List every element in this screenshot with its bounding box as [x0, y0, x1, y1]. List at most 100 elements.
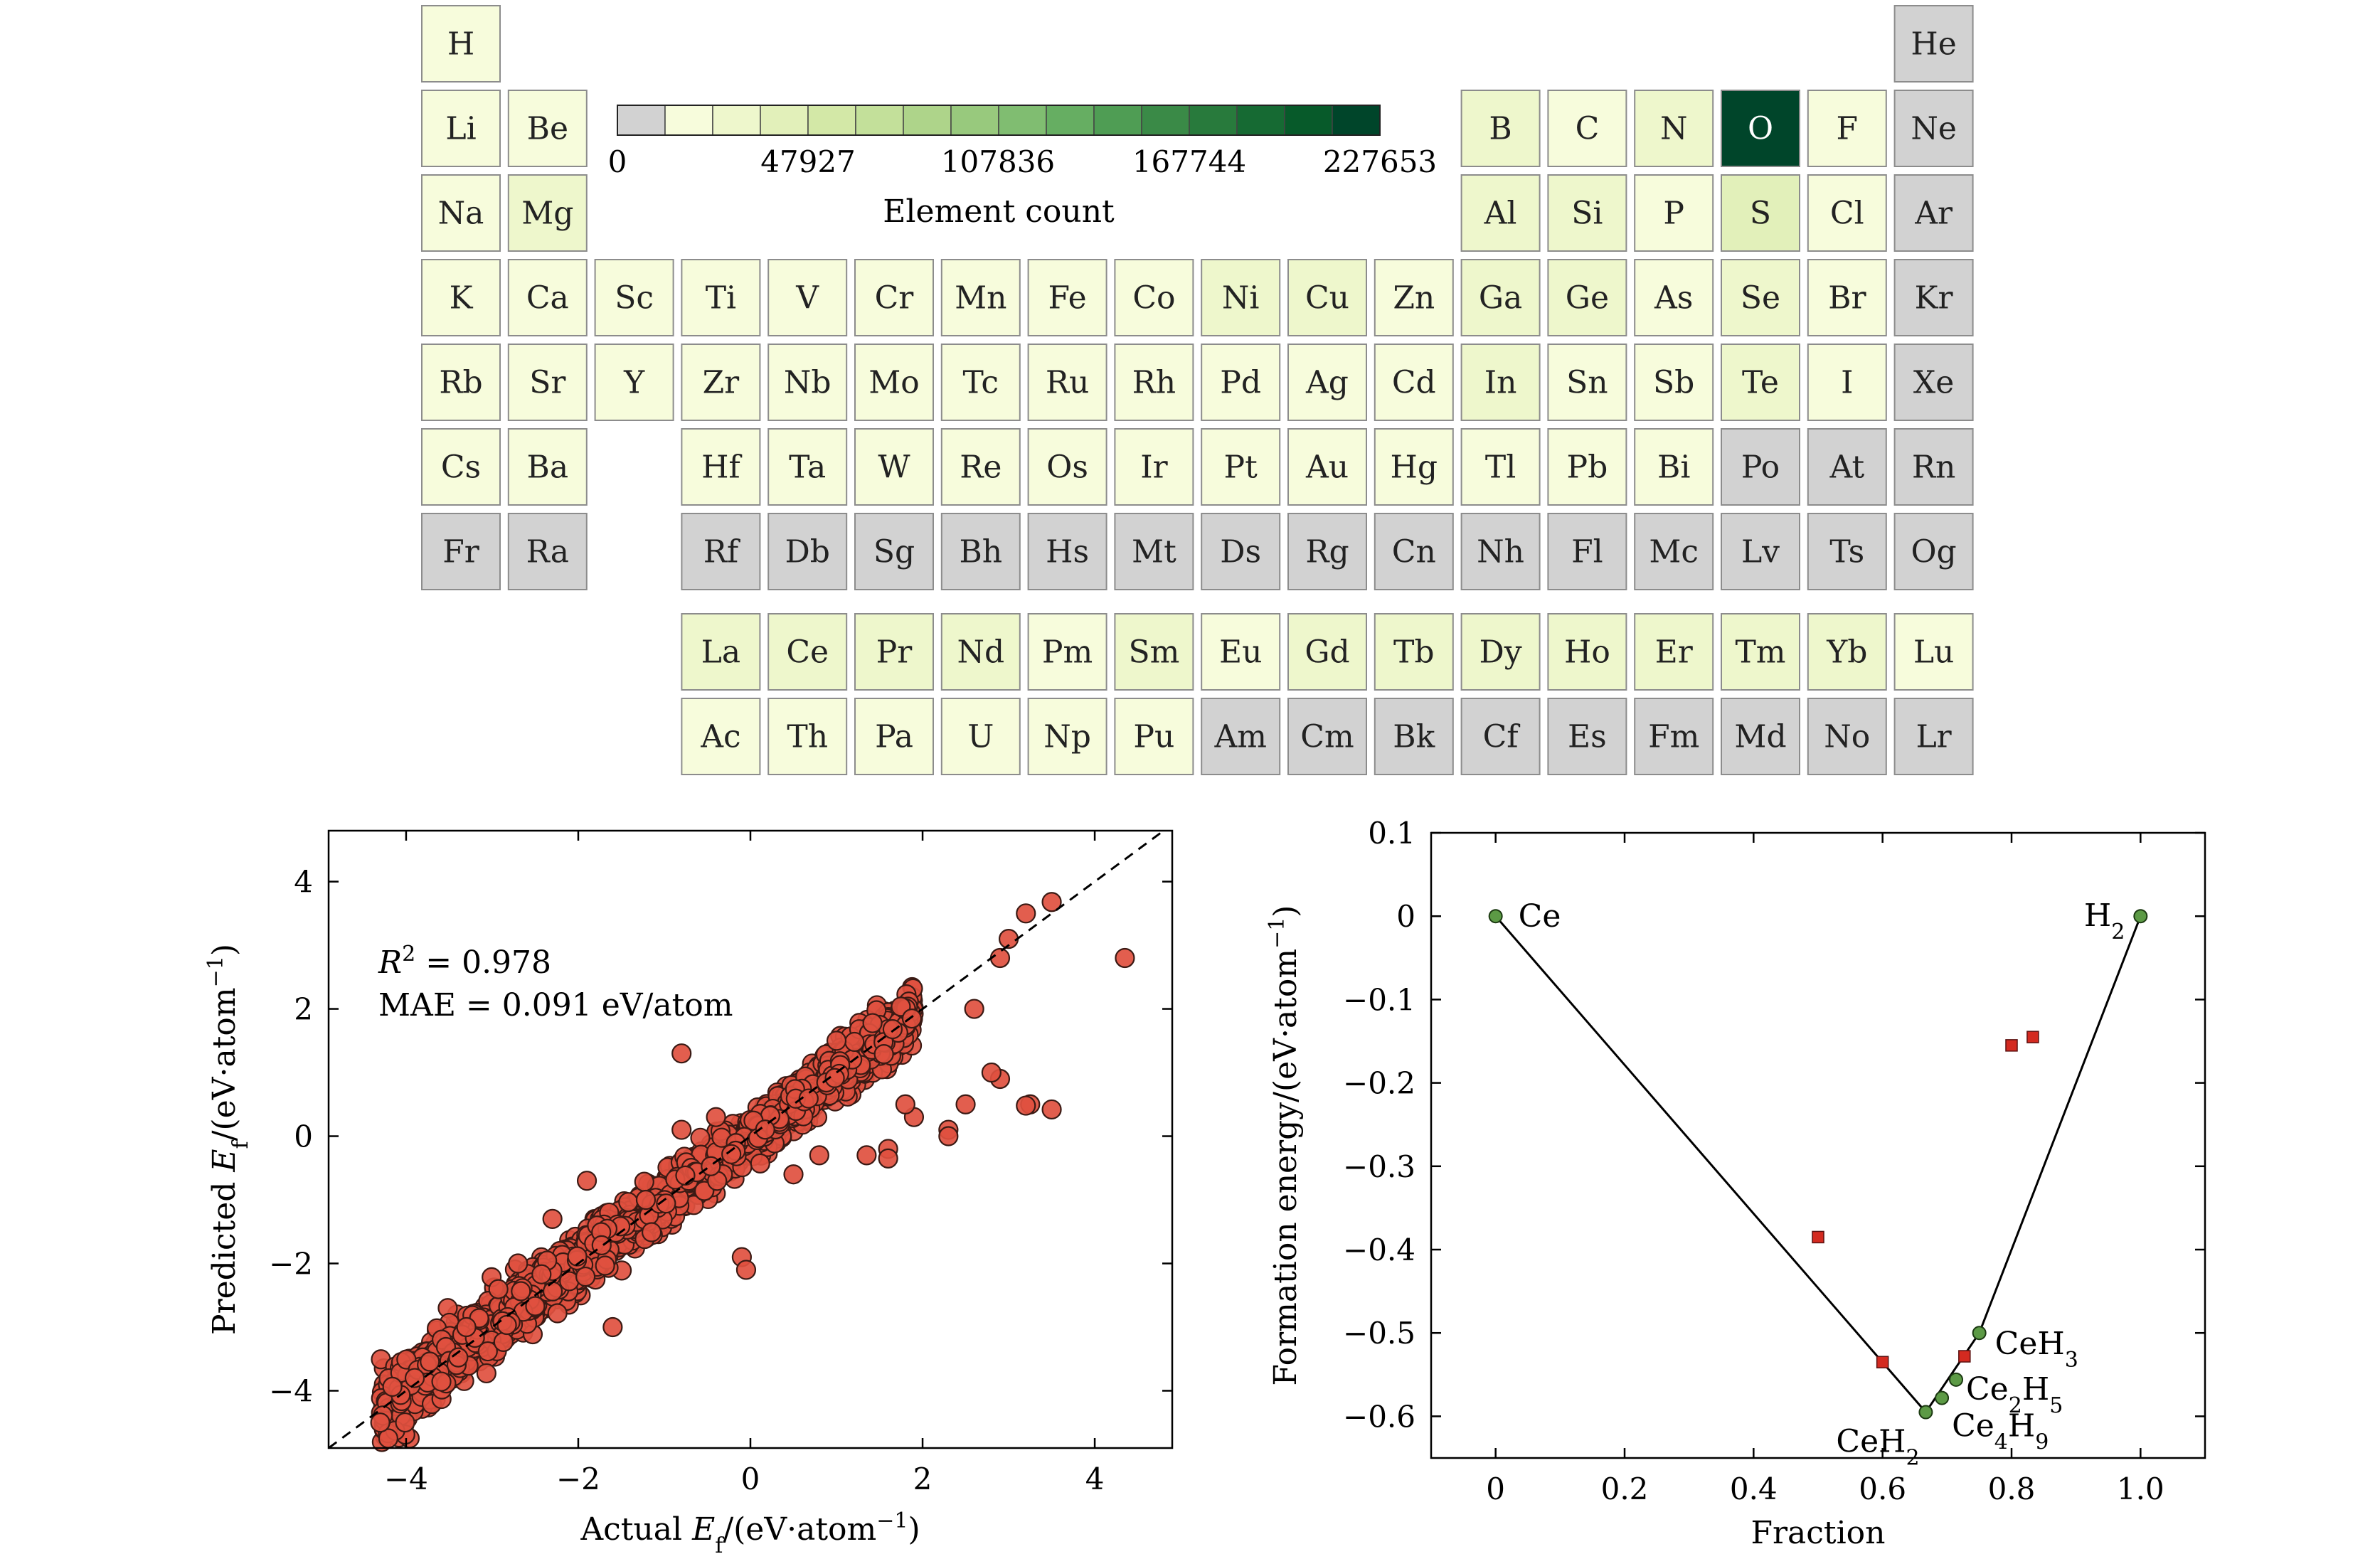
- scatter-point: [656, 1193, 676, 1214]
- element-tile: [1114, 698, 1194, 775]
- scatter-point: [395, 1412, 415, 1433]
- y-tick-label: 4: [294, 865, 313, 900]
- element-symbol: Fl: [1571, 534, 1603, 570]
- scatter-point: [862, 1013, 883, 1033]
- element-cell-Si: Si: [1547, 174, 1627, 252]
- element-tile: [421, 90, 501, 167]
- scatter-point: [641, 1222, 662, 1242]
- element-cell-I: I: [1807, 344, 1887, 421]
- element-cell-U: U: [940, 698, 1021, 775]
- colorbar-segment: [1141, 105, 1190, 136]
- scatter-point: [404, 1368, 425, 1388]
- element-symbol: La: [701, 634, 740, 671]
- element-tile: [1201, 613, 1281, 691]
- x-axis-label: Fraction: [1751, 1515, 1885, 1551]
- element-tile: [1893, 5, 1974, 83]
- element-cell-Ne: Ne: [1893, 90, 1974, 167]
- element-tile: [1287, 613, 1367, 691]
- element-tile: [1460, 90, 1541, 167]
- element-cell-Tc: Tc: [940, 344, 1021, 421]
- element-tile: [1374, 259, 1454, 336]
- y-axis-label: Predicted Ef/(eV·atom−1): [203, 944, 253, 1335]
- mae-annotation: MAE = 0.091 eV/atom: [378, 987, 733, 1023]
- element-cell-Og: Og: [1893, 513, 1974, 590]
- element-symbol: Eu: [1219, 634, 1262, 671]
- x-tick-label: 1.0: [2117, 1471, 2164, 1506]
- element-symbol: Bi: [1657, 449, 1690, 486]
- element-tile: [681, 428, 761, 506]
- element-cell-Nd: Nd: [940, 613, 1021, 691]
- element-tile: [1547, 613, 1627, 691]
- element-cell-Y: Y: [594, 344, 674, 421]
- element-tile: [767, 344, 848, 421]
- element-symbol: Si: [1571, 196, 1603, 232]
- element-cell-F: F: [1807, 90, 1887, 167]
- element-tile: [1460, 428, 1541, 506]
- scatter-point: [508, 1253, 528, 1274]
- element-cell-Bk: Bk: [1374, 698, 1454, 775]
- element-tile: [940, 513, 1021, 590]
- scatter-point: [635, 1189, 657, 1210]
- element-tile: [854, 428, 934, 506]
- element-cell-Rb: Rb: [421, 344, 501, 421]
- unstable-point: [1876, 1356, 1889, 1368]
- element-tile: [940, 344, 1021, 421]
- element-cell-Co: Co: [1114, 259, 1194, 336]
- element-cell-Np: Np: [1027, 698, 1107, 775]
- element-cell-Ac: Ac: [681, 698, 761, 775]
- element-tile: [1721, 613, 1800, 691]
- element-symbol: Db: [785, 534, 829, 570]
- compound-label: Ce4H9: [1952, 1408, 2049, 1455]
- scatter-point: [1115, 947, 1135, 969]
- y-axis-label: Formation energy/(eV·atom−1): [1265, 905, 1305, 1386]
- element-cell-Al: Al: [1460, 174, 1541, 252]
- element-tile: [854, 259, 934, 336]
- periodic-table-heatmap: H He Li Be B C N O F Ne Na Mg Al Si P S Cl Ar K Ca Sc Ti V Cr Mn…: [421, 5, 1974, 775]
- x-tick-label: 2: [913, 1462, 933, 1496]
- scatter-point: [895, 1094, 915, 1114]
- element-symbol: Ca: [526, 280, 569, 316]
- element-tile: [681, 344, 761, 421]
- element-cell-Nh: Nh: [1460, 513, 1541, 590]
- element-symbol: Np: [1043, 719, 1091, 755]
- scatter-point: [750, 1153, 770, 1174]
- element-tile: [1460, 613, 1541, 691]
- element-cell-As: As: [1634, 259, 1714, 336]
- stable-point: [1972, 1326, 1987, 1341]
- element-tile: [1114, 259, 1194, 336]
- element-symbol: Ar: [1914, 196, 1953, 232]
- element-tile: [1807, 259, 1887, 336]
- element-symbol: Tc: [963, 365, 999, 401]
- stable-point: [1935, 1390, 1950, 1405]
- scatter-point: [735, 1260, 757, 1280]
- element-symbol: Th: [787, 719, 828, 755]
- element-tile: [1287, 344, 1367, 421]
- element-tile: [854, 344, 934, 421]
- element-tile: [1287, 698, 1367, 775]
- element-symbol: In: [1484, 365, 1517, 401]
- element-tile: [507, 344, 588, 421]
- parity-scatter-plot: −4 −2 0 2 4 −4 −2 0 2 4 R2 = 0.978 MAE = 0.091 eV/a…: [203, 829, 1174, 1554]
- element-cell-Tm: Tm: [1721, 613, 1800, 691]
- scatter-point: [981, 1062, 1002, 1083]
- scatter-point: [878, 1148, 898, 1169]
- element-symbol: Am: [1213, 719, 1267, 755]
- y-tick-label: −2: [269, 1246, 313, 1281]
- element-cell-Mn: Mn: [940, 259, 1021, 336]
- element-cell-Gd: Gd: [1287, 613, 1367, 691]
- colorbar-segment: [1332, 105, 1381, 136]
- element-tile: [1114, 344, 1194, 421]
- colorbar-segment: [760, 105, 809, 136]
- element-cell-Ho: Ho: [1547, 613, 1627, 691]
- scatter-point: [420, 1351, 440, 1372]
- element-tile: [1201, 344, 1281, 421]
- element-cell-Tb: Tb: [1374, 613, 1454, 691]
- scatter-point: [576, 1171, 597, 1191]
- element-symbol: Os: [1046, 449, 1088, 486]
- element-symbol: K: [450, 280, 474, 316]
- element-tile: [1807, 344, 1887, 421]
- element-tile: [1374, 513, 1454, 590]
- element-cell-Rh: Rh: [1114, 344, 1194, 421]
- element-symbol: Na: [438, 196, 484, 232]
- element-tile: [681, 613, 761, 691]
